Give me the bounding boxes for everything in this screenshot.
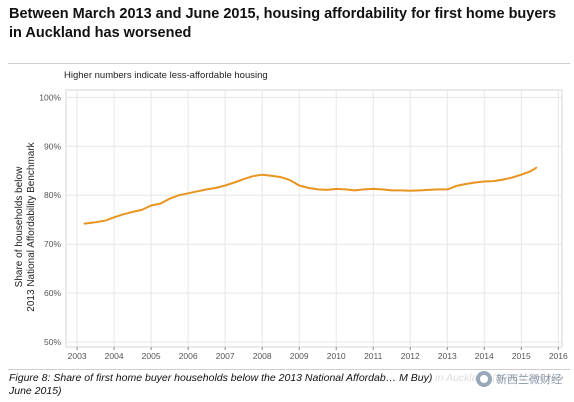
x-tick-label: 2003 bbox=[68, 351, 87, 361]
x-tick-label: 2007 bbox=[216, 351, 235, 361]
y-tick-label: 60% bbox=[44, 288, 61, 298]
chart-title: Between March 2013 and June 2015, housin… bbox=[9, 6, 557, 41]
watermark: 新西兰微财经 bbox=[432, 370, 562, 388]
x-tick-label: 2011 bbox=[364, 351, 383, 361]
x-tick-label: 2009 bbox=[290, 351, 309, 361]
series-lines bbox=[83, 166, 538, 225]
x-tick-label: 2014 bbox=[475, 351, 494, 361]
wechat-logo-icon bbox=[476, 371, 492, 387]
y-tick-label: 90% bbox=[44, 141, 61, 151]
watermark-text: 新西兰微财经 bbox=[496, 373, 562, 386]
grid-lines bbox=[66, 90, 562, 350]
y-tick-label: 80% bbox=[44, 190, 61, 200]
plot-area bbox=[65, 89, 563, 348]
x-tick-label: 2010 bbox=[327, 351, 346, 361]
y-tick-labels: 50% 60% 70% 80% 90% 100% bbox=[39, 92, 61, 347]
chart-subtitle: Higher numbers indicate less-affordable … bbox=[64, 70, 268, 81]
x-tick-label: 2015 bbox=[512, 351, 531, 361]
figure-caption: Figure 8: Share of first home buyer hous… bbox=[9, 372, 563, 397]
y-tick-label: 70% bbox=[44, 239, 61, 249]
x-tick-label: 2016 bbox=[549, 351, 568, 361]
x-tick-label: 2012 bbox=[401, 351, 420, 361]
x-tick-label: 2008 bbox=[253, 351, 272, 361]
series-line bbox=[83, 166, 538, 225]
x-tick-labels: 2003 2004 2005 2006 2007 2008 2009 2010 2011 2012… bbox=[68, 351, 568, 361]
chart-panel bbox=[8, 63, 570, 370]
x-tick-label: 2013 bbox=[438, 351, 457, 361]
x-tick-label: 2004 bbox=[105, 351, 124, 361]
x-tick-label: 2005 bbox=[142, 351, 161, 361]
x-tick-label: 2006 bbox=[179, 351, 198, 361]
y-tick-label: 100% bbox=[39, 92, 61, 102]
y-tick-label: 50% bbox=[44, 337, 61, 347]
